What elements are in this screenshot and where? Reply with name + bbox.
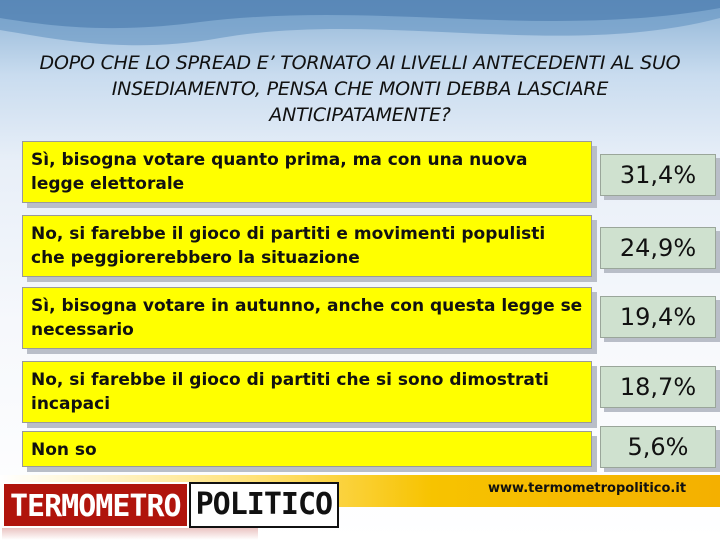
logo-reflection <box>2 528 258 540</box>
answer-percentage: 5,6% <box>600 426 716 468</box>
answer-option: Sì, bisogna votare quanto prima, ma con … <box>22 141 592 203</box>
logo-left-word: TERMOMETRO <box>2 482 189 528</box>
answer-option: No, si farebbe il gioco di partiti e mov… <box>22 215 592 277</box>
answer-percentage: 24,9% <box>600 227 716 269</box>
logo-right-word: POLITICO <box>188 482 340 528</box>
answer-option: Sì, bisogna votare in autunno, anche con… <box>22 287 592 349</box>
answer-percentage: 31,4% <box>600 154 716 196</box>
answer-percentage: 19,4% <box>600 296 716 338</box>
answer-option: Non so <box>22 431 592 467</box>
termometro-politico-logo: TERMOMETRO POLITICO <box>2 482 340 528</box>
answer-option: No, si farebbe il gioco di partiti che s… <box>22 361 592 423</box>
website-url[interactable]: www.termometropolitico.it <box>488 481 687 496</box>
answer-percentage: 18,7% <box>600 366 716 408</box>
survey-question: DOPO CHE LO SPREAD E’ TORNATO AI LIVELLI… <box>39 52 681 126</box>
